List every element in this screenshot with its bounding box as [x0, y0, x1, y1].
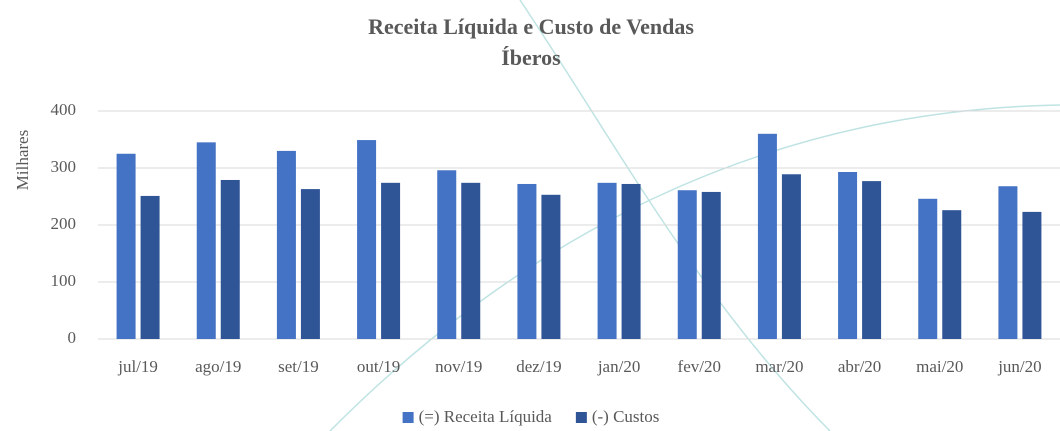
- bar: [541, 194, 561, 339]
- x-tick-label: ago/19: [195, 357, 241, 376]
- bar: [220, 179, 240, 339]
- bar: [677, 190, 697, 339]
- x-tick-label: nov/19: [435, 357, 482, 376]
- chart-title: Receita Líquida e Custo de Vendas: [368, 14, 694, 39]
- x-tick-label: jul/19: [117, 357, 158, 376]
- bar: [196, 142, 216, 339]
- x-tick-label: out/19: [357, 357, 400, 376]
- bar: [757, 133, 777, 339]
- bar: [998, 186, 1018, 339]
- y-tick-label: 400: [51, 100, 77, 119]
- bar: [381, 182, 401, 339]
- x-tick-label: fev/20: [678, 357, 721, 376]
- legend-label: (-) Custos: [592, 407, 660, 426]
- x-tick-label: abr/20: [838, 357, 881, 376]
- decoration: [329, 104, 1060, 431]
- bar: [918, 198, 938, 339]
- bar: [357, 140, 377, 339]
- legend-label: (=) Receita Líquida: [419, 407, 553, 426]
- x-tick-label: jan/20: [597, 357, 641, 376]
- bar: [838, 171, 858, 339]
- bar: [116, 153, 136, 339]
- y-axis-label: Milhares: [13, 130, 32, 190]
- bar: [276, 150, 296, 339]
- bar: [517, 183, 537, 339]
- bar: [781, 174, 801, 339]
- x-tick-label: set/19: [278, 357, 319, 376]
- y-tick-label: 0: [68, 328, 77, 347]
- y-tick-label: 300: [51, 157, 77, 176]
- bar: [621, 183, 641, 339]
- bar: [300, 189, 320, 339]
- bar: [862, 181, 882, 339]
- chart-subtitle: Íberos: [501, 45, 561, 70]
- bar: [461, 182, 481, 339]
- legend-swatch: [402, 412, 414, 423]
- y-tick-label: 100: [51, 271, 77, 290]
- bar: [942, 210, 962, 339]
- bar: [597, 182, 617, 339]
- x-tick-label: mar/20: [755, 357, 803, 376]
- bar: [1022, 211, 1042, 339]
- bar: [701, 191, 721, 339]
- x-tick-label: mai/20: [916, 357, 963, 376]
- decoration: [519, 0, 831, 431]
- x-tick-label: jun/20: [997, 357, 1041, 376]
- x-tick-label: dez/19: [516, 357, 561, 376]
- bar: [140, 195, 160, 339]
- legend-swatch: [575, 412, 587, 423]
- y-tick-label: 200: [51, 214, 77, 233]
- bar: [437, 170, 457, 339]
